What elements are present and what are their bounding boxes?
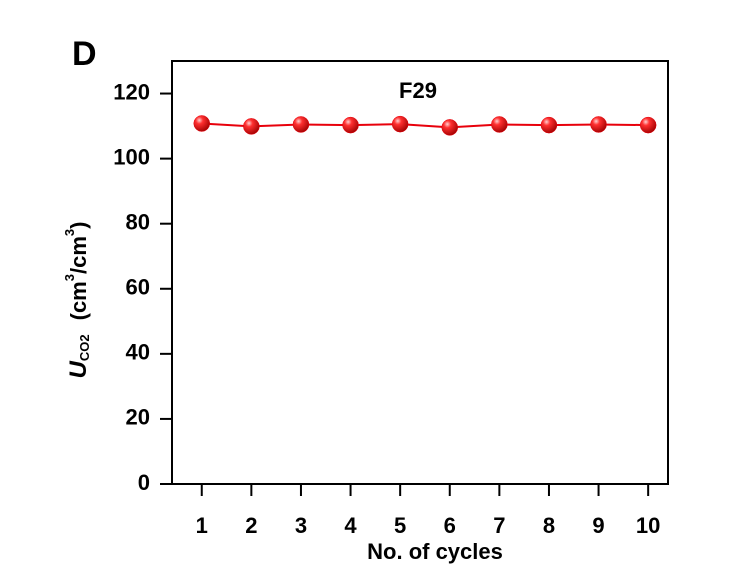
point <box>292 116 310 133</box>
x-tick-label: 6 <box>444 513 456 538</box>
x-tick-label: 9 <box>592 513 604 538</box>
y-label-unit: ) <box>66 222 91 229</box>
y-tick-label: 60 <box>126 275 150 300</box>
y-label-unit: /cm <box>66 236 91 274</box>
point <box>391 115 409 133</box>
x-tick-label: 4 <box>344 513 357 538</box>
x-tick-label: 1 <box>196 513 208 538</box>
y-label-unit: (cm <box>66 281 91 320</box>
point <box>243 118 260 135</box>
y-tick-label: 80 <box>126 210 150 235</box>
point <box>540 116 558 134</box>
y-label-unit: 3 <box>62 274 77 281</box>
point <box>639 116 657 134</box>
y-tick-label: 0 <box>138 470 150 495</box>
x-tick-label: 8 <box>543 513 555 538</box>
annotation: F29 <box>399 78 437 103</box>
x-tick-label: 2 <box>245 513 257 538</box>
y-label-subscript: CO2 <box>77 334 92 361</box>
y-tick-label: 20 <box>126 405 150 430</box>
point <box>342 116 359 134</box>
series-line <box>201 122 649 129</box>
x-axis-label: No. of cycles <box>367 539 503 564</box>
x-tick-label: 7 <box>493 513 505 538</box>
x-tick-label: 10 <box>636 513 660 538</box>
y-tick-label: 120 <box>113 79 150 104</box>
x-tick-label: 3 <box>295 513 307 538</box>
point <box>193 115 211 132</box>
point <box>590 116 607 133</box>
x-tick-label: 5 <box>394 513 406 538</box>
y-tick-label: 40 <box>126 340 150 365</box>
point <box>491 116 508 133</box>
plot-frame <box>171 60 669 485</box>
y-tick-label: 100 <box>113 144 150 169</box>
y-axis-label: UCO2(cm3/cm3) <box>62 222 92 379</box>
y-label-unit: 3 <box>62 229 77 236</box>
point <box>441 119 459 136</box>
y-label-symbol: U <box>65 360 92 378</box>
panel-label: D <box>72 35 97 73</box>
